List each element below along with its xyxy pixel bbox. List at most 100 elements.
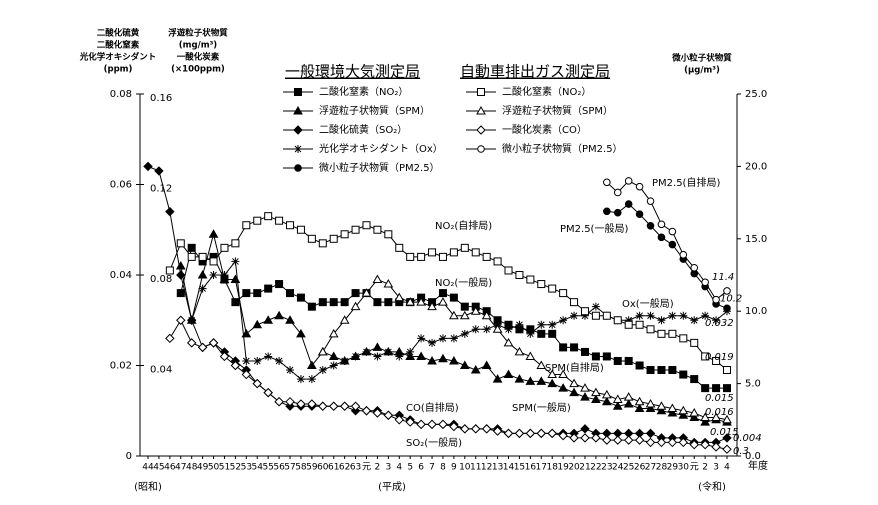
- marker: [678, 410, 689, 419]
- marker: [165, 266, 174, 275]
- marker: [493, 257, 502, 266]
- marker: [427, 419, 437, 430]
- marker: [623, 398, 634, 408]
- marker: [601, 389, 612, 399]
- x-tick-label: 11: [470, 463, 481, 473]
- marker: [274, 310, 284, 320]
- marker: [449, 421, 459, 432]
- x-tick-label: 2: [375, 463, 381, 473]
- marker: [612, 394, 623, 403]
- marker: [690, 338, 699, 347]
- marker: [339, 401, 350, 411]
- marker: [307, 234, 316, 243]
- marker: [723, 287, 731, 295]
- marker: [339, 315, 350, 324]
- marker: [646, 325, 655, 334]
- marker: [459, 360, 470, 369]
- marker: [307, 302, 316, 311]
- x-tick-label: 16: [525, 463, 537, 473]
- era-label: (令和): [698, 480, 726, 493]
- marker: [274, 396, 284, 407]
- marker: [252, 319, 263, 329]
- marker: [537, 280, 546, 289]
- marker: [570, 311, 579, 320]
- marker: [405, 417, 415, 427]
- marker: [712, 295, 720, 304]
- marker: [515, 320, 524, 329]
- marker: [383, 410, 394, 420]
- x-tick-label: 元: [362, 463, 371, 473]
- marker: [591, 311, 600, 320]
- marker: [700, 417, 711, 426]
- axis-title: (mg/m³): [179, 41, 218, 51]
- marker: [242, 221, 251, 230]
- marker: [570, 298, 579, 307]
- legend-label: 一酸化炭素（CO）: [502, 123, 587, 136]
- marker: [635, 361, 644, 370]
- y3-tick-label: 0.0: [745, 451, 761, 462]
- marker: [548, 320, 557, 329]
- marker: [285, 315, 295, 324]
- y3-tick-label: 10.0: [745, 306, 767, 317]
- marker: [689, 412, 700, 422]
- marker: [723, 366, 731, 375]
- y2-tick-label: 0.16: [150, 93, 172, 104]
- y-tick-label: 0.04: [110, 270, 132, 281]
- marker: [383, 279, 394, 288]
- legend-label: 二酸化窒素（NO₂）: [502, 85, 591, 98]
- marker: [548, 284, 557, 293]
- marker: [668, 311, 677, 320]
- marker: [514, 374, 525, 383]
- marker: [634, 435, 645, 445]
- x-tick-label: 3: [713, 463, 719, 473]
- marker: [591, 387, 601, 397]
- marker: [231, 239, 240, 248]
- legend-label: 微小粒子状物質（PM2.5）: [502, 142, 623, 155]
- marker: [208, 229, 219, 238]
- marker: [722, 444, 732, 454]
- y-tick-label: 0.06: [110, 180, 132, 191]
- marker: [253, 356, 262, 365]
- marker: [449, 310, 459, 320]
- marker: [209, 271, 218, 279]
- x-tick-label: 26: [634, 463, 646, 473]
- marker: [220, 243, 229, 252]
- marker: [198, 284, 207, 293]
- axis-title: 二酸化窒素: [97, 40, 140, 51]
- x-tick-label: 6: [418, 463, 424, 473]
- marker: [438, 353, 448, 363]
- marker: [372, 274, 383, 284]
- marker: [613, 208, 622, 217]
- value-label: 0.019: [705, 352, 734, 363]
- x-tick-label: 7: [429, 463, 435, 473]
- x-tick-label: 20: [568, 463, 580, 473]
- legend-label: 二酸化窒素（NO₂）: [319, 85, 408, 98]
- value-label: 0.016: [705, 407, 734, 418]
- marker: [154, 166, 164, 176]
- marker: [514, 346, 525, 356]
- series-line: [169, 319, 728, 450]
- marker: [481, 360, 492, 369]
- marker: [318, 298, 327, 307]
- marker: [175, 260, 186, 270]
- y3-tick-label: 25.0: [745, 89, 767, 100]
- marker: [646, 221, 655, 230]
- marker: [394, 415, 404, 425]
- marker: [679, 311, 688, 320]
- value-label: 0.015: [705, 393, 734, 404]
- marker: [275, 280, 284, 289]
- x-tick-label: 54: [252, 463, 264, 473]
- marker: [329, 361, 338, 370]
- annotation: NO₂(自排局): [435, 219, 492, 232]
- marker: [635, 182, 644, 191]
- marker: [492, 374, 503, 383]
- y3-tick-label: 15.0: [745, 234, 767, 245]
- marker: [241, 328, 252, 338]
- marker: [624, 316, 633, 325]
- y3-tick-label: 20.0: [745, 161, 767, 172]
- marker: [559, 316, 568, 325]
- marker: [294, 88, 302, 96]
- marker: [350, 401, 361, 411]
- x-tick-label: 46: [164, 463, 176, 473]
- x-tick-label: 4: [396, 463, 402, 473]
